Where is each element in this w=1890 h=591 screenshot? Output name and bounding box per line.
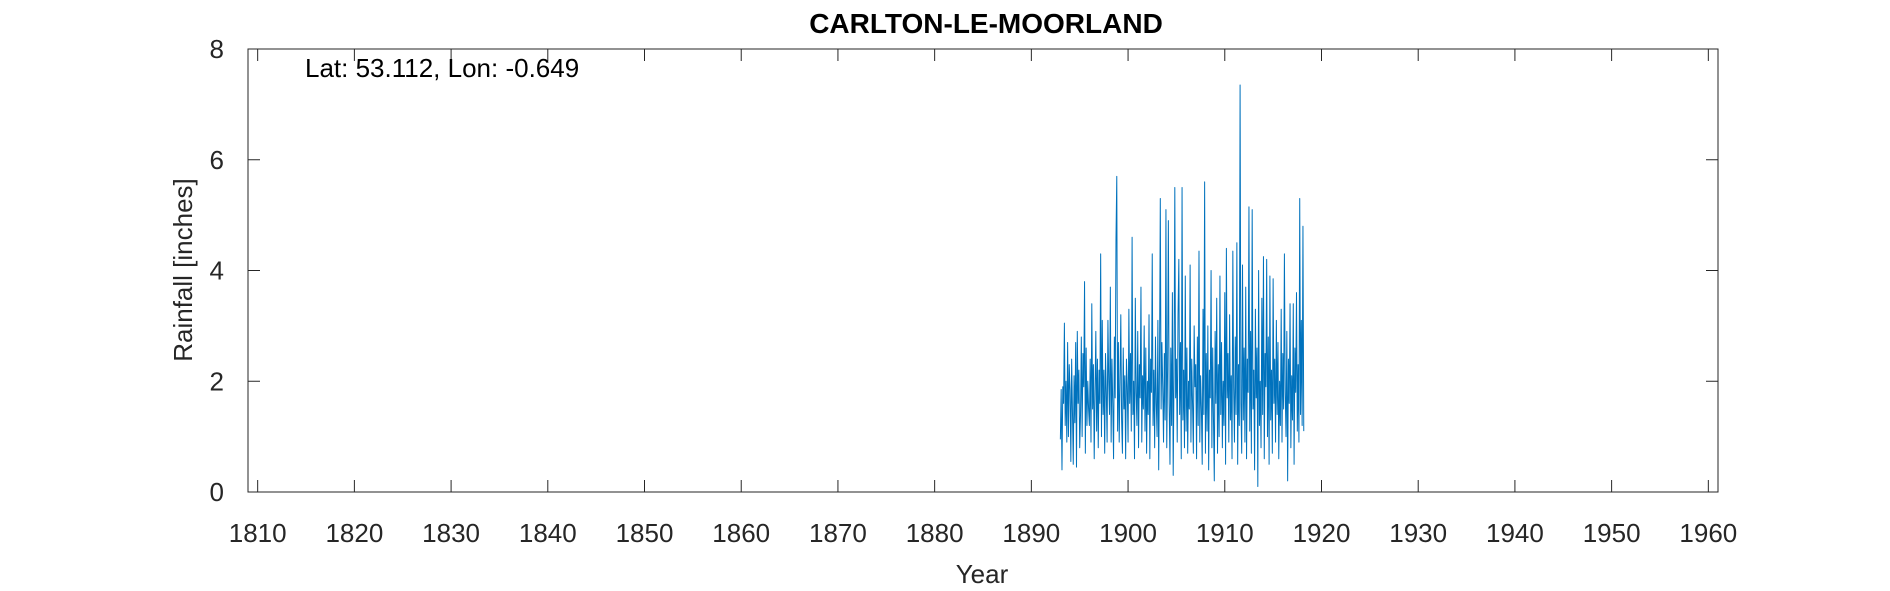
x-tick-label: 1900 — [1099, 518, 1157, 548]
x-tick-label: 1910 — [1196, 518, 1254, 548]
x-axis-label: Year — [956, 559, 1009, 589]
y-tick-label: 0 — [210, 477, 224, 507]
x-tick-label: 1920 — [1293, 518, 1351, 548]
x-tick-label: 1940 — [1486, 518, 1544, 548]
x-tick-label: 1950 — [1583, 518, 1641, 548]
x-tick-label: 1930 — [1389, 518, 1447, 548]
x-tick-label: 1850 — [616, 518, 674, 548]
y-tick-label: 2 — [210, 366, 224, 396]
x-tick-label: 1890 — [1002, 518, 1060, 548]
axes-box — [247, 48, 1719, 493]
y-tick-label: 8 — [210, 34, 224, 64]
x-tick-label: 1960 — [1679, 518, 1737, 548]
x-tick-label: 1880 — [906, 518, 964, 548]
x-tick-label: 1830 — [422, 518, 480, 548]
tick-labels: 1810 1820 1830 1840 1850 1860 1870 1880 1890 1900… — [210, 34, 1738, 548]
location-annotation: Lat: 53.112, Lon: -0.649 — [305, 53, 579, 83]
x-tick-label: 1870 — [809, 518, 867, 548]
chart-title: CARLTON-LE-MOORLAND — [809, 8, 1163, 39]
y-tick-label: 4 — [210, 256, 224, 286]
plot-area — [248, 49, 1718, 492]
tick-marks — [248, 48, 1718, 493]
x-tick-label: 1820 — [325, 518, 383, 548]
x-tick-label: 1810 — [229, 518, 287, 548]
rainfall-series-line — [1059, 84, 1305, 487]
x-tick-label: 1840 — [519, 518, 577, 548]
y-axis-label: Rainfall [inches] — [168, 178, 198, 362]
x-tick-label: 1860 — [712, 518, 770, 548]
y-tick-label: 6 — [210, 145, 224, 175]
